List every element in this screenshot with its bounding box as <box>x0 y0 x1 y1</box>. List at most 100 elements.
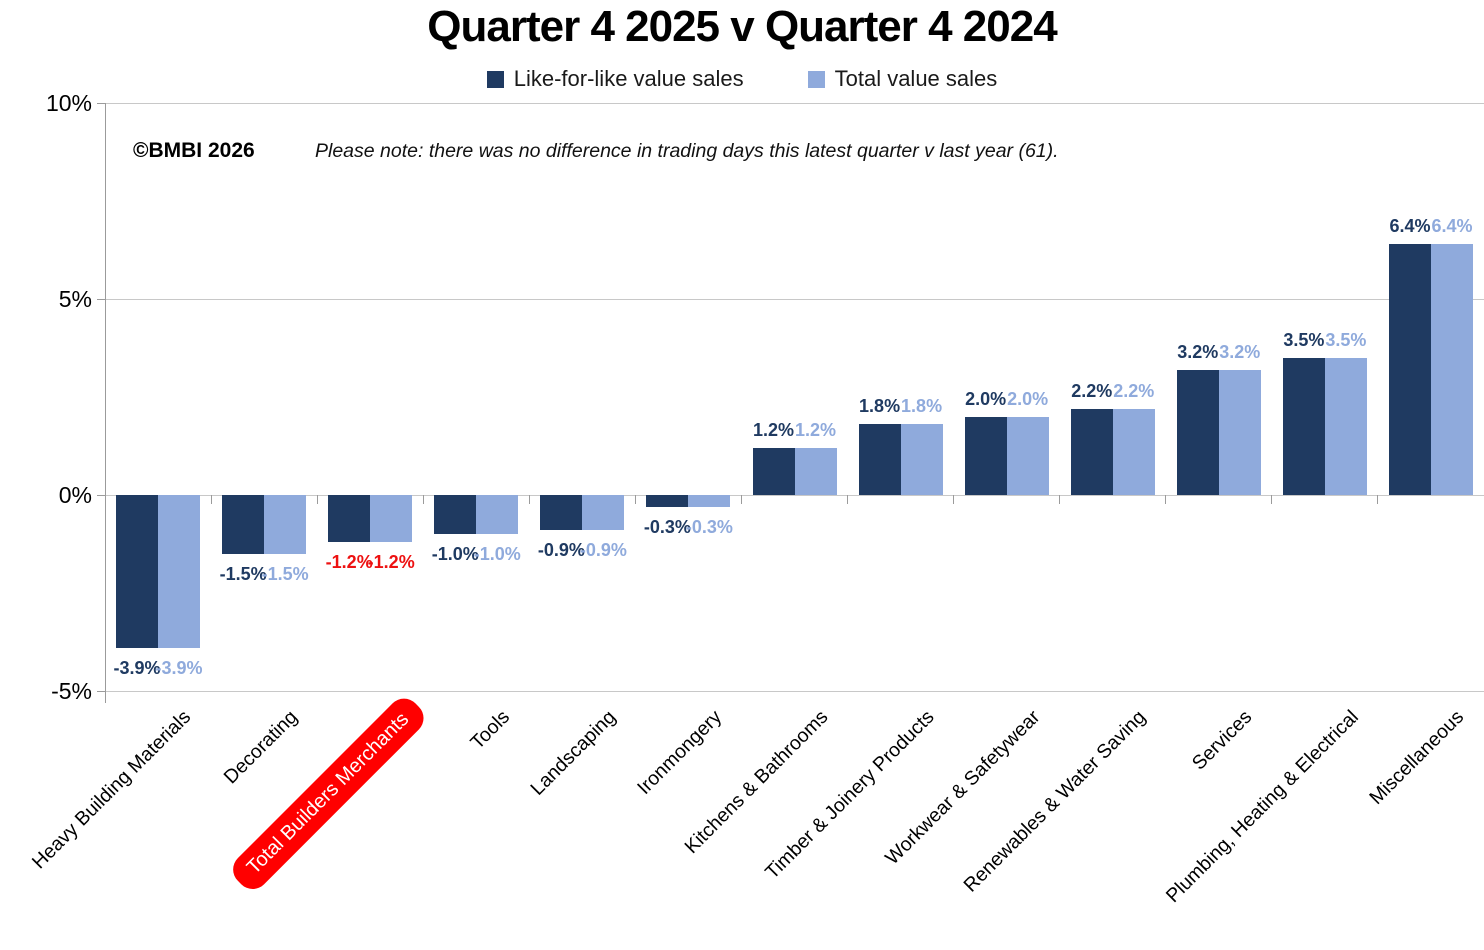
x-axis-tick <box>1165 495 1167 504</box>
data-label-like-for-like: -0.9% <box>537 540 585 561</box>
x-axis-tick <box>316 495 318 504</box>
bar-like-for-like <box>646 495 689 507</box>
data-label-total: 1.8% <box>901 396 943 417</box>
gridline <box>105 298 1484 300</box>
data-label-total: -1.5% <box>261 563 309 584</box>
x-axis-label: Renewables & Water Saving <box>959 706 1151 897</box>
data-label-like-for-like: 1.2% <box>752 419 795 440</box>
y-axis-tick <box>97 494 105 496</box>
bar-like-for-like <box>328 495 371 543</box>
plot-area: -3.9% -1.5% -1.2% -1.0% -0.9% -0.3% 1.2% 1.8% 2.… <box>97 102 1484 703</box>
data-label-total: -1.0% <box>473 544 521 565</box>
x-axis-tick <box>740 495 742 504</box>
x-axis-label: Landscaping <box>526 706 620 800</box>
legend-item: Like-for-like value sales <box>486 66 744 92</box>
x-axis-tick <box>1059 495 1061 504</box>
x-axis-tick <box>422 495 424 504</box>
y-axis <box>105 103 106 703</box>
bar-like-for-like <box>858 424 901 495</box>
bar-total <box>582 495 625 531</box>
y-axis-label: 5% <box>58 286 92 312</box>
bar-like-for-like <box>116 495 159 648</box>
x-axis-label: Ironmongery <box>633 706 726 799</box>
bar-like-for-like <box>1070 408 1113 495</box>
data-label-total: 1.2% <box>794 419 837 440</box>
bar-total <box>900 424 943 495</box>
data-label-total: 3.2% <box>1219 341 1261 362</box>
y-axis-label: 10% <box>45 90 92 116</box>
bar-total <box>688 495 731 507</box>
x-axis-label: Services <box>1187 706 1257 775</box>
legend-label: Like-for-like value sales <box>513 66 744 91</box>
data-label-like-for-like: 2.0% <box>965 388 1007 409</box>
data-label-like-for-like: 1.8% <box>859 396 901 417</box>
legend: Like-for-like value sales Total value sal… <box>0 66 1484 92</box>
y-axis-tick <box>97 298 105 300</box>
x-axis-tick <box>953 495 955 504</box>
bar-total <box>1324 357 1367 495</box>
y-axis-label: 0% <box>58 482 92 508</box>
bar-total <box>1006 416 1049 495</box>
data-label-like-for-like: 6.4% <box>1389 216 1431 237</box>
legend-label: Total value sales <box>834 66 998 91</box>
bar-total <box>264 495 307 554</box>
bar-like-for-like <box>1282 357 1325 495</box>
data-label-total: -1.2% <box>367 552 415 573</box>
bar-like-for-like <box>434 495 477 535</box>
data-label-total: 2.0% <box>1007 388 1049 409</box>
x-axis-label: Heavy Building Materials <box>28 706 196 874</box>
x-axis-label: Tools <box>466 706 514 754</box>
trading-days-note: Please note: there was no difference in … <box>315 140 1059 162</box>
bar-total <box>1218 369 1261 495</box>
data-label-like-for-like: -1.0% <box>431 544 479 565</box>
data-label-like-for-like: -0.3% <box>643 516 691 537</box>
x-axis-tick <box>104 495 106 504</box>
x-axis-tick <box>847 495 849 504</box>
y-axis-label: -5% <box>51 678 92 704</box>
data-label-total: 6.4% <box>1431 216 1473 237</box>
data-label-total: 2.2% <box>1113 380 1155 401</box>
data-label-like-for-like: 3.2% <box>1177 341 1219 362</box>
bar-total <box>476 495 519 535</box>
data-label-like-for-like: 3.5% <box>1283 329 1325 350</box>
copyright-label: ©BMBI 2026 <box>133 139 255 162</box>
x-axis-tick <box>528 495 530 504</box>
data-label-total: -0.9% <box>579 540 627 561</box>
data-label-like-for-like: -1.2% <box>325 552 373 573</box>
bar-like-for-like <box>540 495 583 531</box>
bar-like-for-like <box>752 447 795 495</box>
bar-like-for-like <box>1176 369 1219 495</box>
legend-swatch <box>486 70 504 88</box>
x-axis-label: Plumbing, Heating & Electrical <box>1161 706 1363 908</box>
bar-total <box>370 495 413 543</box>
x-axis-tick <box>210 495 212 504</box>
data-label-like-for-like: -1.5% <box>219 563 267 584</box>
legend-item: Total value sales <box>807 66 998 92</box>
data-label-like-for-like: 2.2% <box>1071 380 1113 401</box>
x-axis-label-highlighted: Total Builders Merchants <box>226 692 431 896</box>
x-axis-label: Timber & Joinery Products <box>760 706 939 884</box>
bar-total <box>1112 408 1155 495</box>
bar-like-for-like <box>222 495 265 554</box>
x-axis-tick <box>1271 495 1273 504</box>
gridline <box>105 690 1484 692</box>
x-axis-label: Miscellaneous <box>1365 706 1469 809</box>
data-label-like-for-like: -3.9% <box>113 657 161 678</box>
data-label-total: -3.9% <box>155 657 203 678</box>
bar-total <box>794 447 837 495</box>
bar-like-for-like <box>964 416 1007 495</box>
bar-total <box>158 495 201 648</box>
data-label-total: -0.3% <box>685 516 733 537</box>
x-axis-tick <box>634 495 636 504</box>
bar-like-for-like <box>1388 244 1431 495</box>
data-label-total: 3.5% <box>1325 329 1367 350</box>
x-axis-label: Decorating <box>219 706 302 789</box>
y-axis-tick <box>97 102 105 104</box>
chart-title: Quarter 4 2025 v Quarter 4 2024 <box>427 2 1057 51</box>
bar-total <box>1430 244 1473 495</box>
y-axis-tick <box>97 690 105 692</box>
gridline <box>105 102 1484 104</box>
gridline <box>105 494 1484 496</box>
legend-swatch <box>807 70 825 88</box>
